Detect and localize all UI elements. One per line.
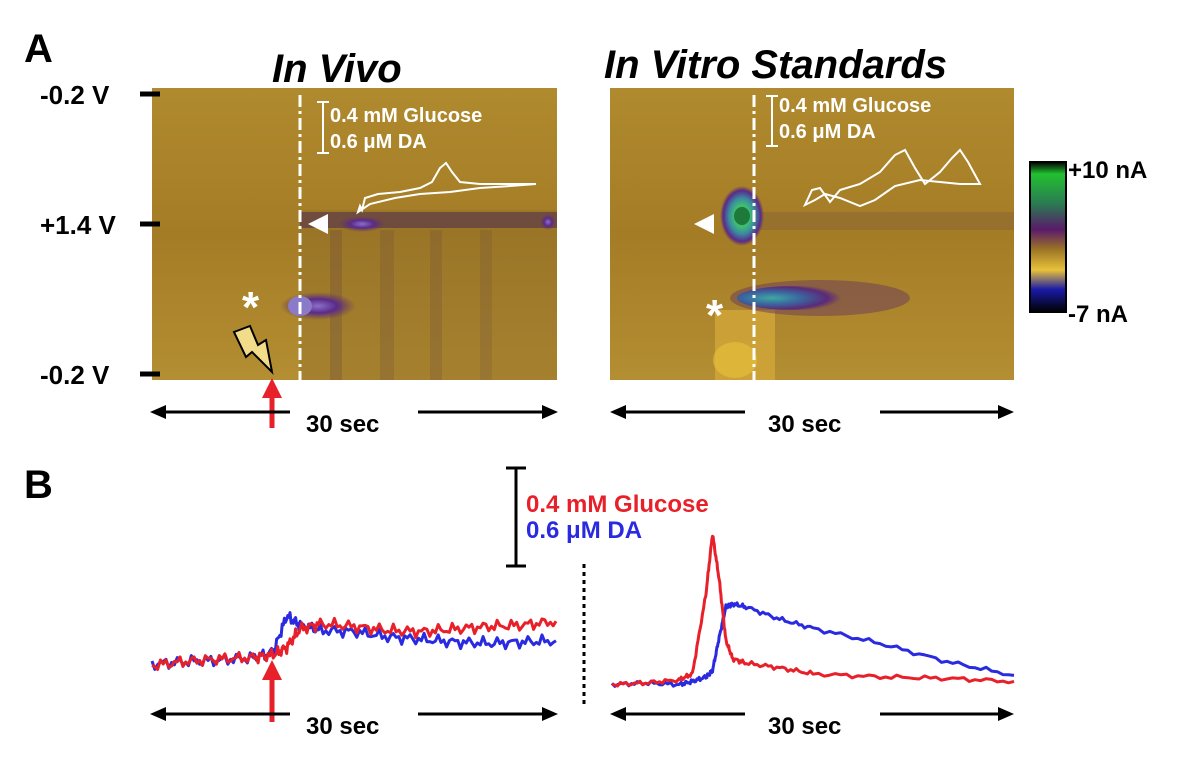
in-vivo-heatmap [152, 88, 557, 380]
in-vitro-asterisk: * [706, 291, 724, 340]
in-vitro-scale-line2: 0.6 μM DA [779, 121, 876, 143]
panel-b-scale-da: 0.6 μM DA [526, 517, 642, 544]
in-vivo-scale-line1: 0.4 mM Glucose [330, 105, 482, 127]
in-vitro-glucose-trace [611, 534, 1015, 688]
in-vivo-trace-chart [150, 611, 558, 671]
in-vivo-cv-trace [356, 161, 537, 215]
in-vivo-scale-bar [317, 101, 329, 154]
in-vitro-scale-bar [766, 95, 778, 147]
in-vitro-da-trace [610, 601, 1015, 688]
in-vivo-glucose-trace [151, 616, 558, 671]
in-vivo-stim-arrow-icon [262, 378, 282, 428]
voltage-axis [140, 91, 160, 377]
in-vivo-scale-line2: 0.6 μM DA [330, 131, 427, 153]
panel-b-scale-glucose: 0.4 mM Glucose [526, 491, 709, 518]
panel-b-left-time-label: 30 sec [306, 713, 379, 740]
colorbar-min-label: -7 nA [1068, 301, 1128, 328]
in-vivo-arrowhead-icon [308, 214, 328, 234]
in-vitro-time-arrow [610, 405, 1014, 419]
panel-b-right-time-label: 30 sec [768, 713, 841, 740]
voltage-tick-top: -0.2 V [40, 80, 110, 110]
panel-a-label: A [24, 27, 53, 71]
voltage-tick-mid: +1.4 V [40, 210, 117, 240]
in-vitro-trace-chart [610, 534, 1015, 688]
in-vitro-heatmap [610, 88, 1014, 380]
in-vitro-scale-line1: 0.4 mM Glucose [779, 95, 931, 117]
stimulation-bolt-icon [232, 324, 274, 375]
in-vitro-cv-trace [802, 148, 982, 208]
panel-b-label: B [24, 463, 53, 507]
colorbar-max-label: +10 nA [1068, 157, 1147, 184]
in-vitro-arrowhead-icon [694, 214, 714, 234]
colorbar [1029, 161, 1067, 313]
voltage-tick-bottom: -0.2 V [40, 360, 110, 390]
in-vivo-title: In Vivo [272, 47, 402, 91]
panel-b-right-time-arrow [610, 707, 1014, 721]
panel-b-scale-bar [506, 466, 526, 568]
in-vivo-asterisk: * [242, 283, 260, 332]
panel-b-left-time-arrow [150, 707, 558, 721]
in-vitro-title: In Vitro Standards [604, 43, 947, 87]
in-vitro-time-label: 30 sec [768, 411, 841, 438]
in-vivo-time-arrow [150, 405, 558, 419]
in-vivo-time-label: 30 sec [306, 411, 379, 438]
